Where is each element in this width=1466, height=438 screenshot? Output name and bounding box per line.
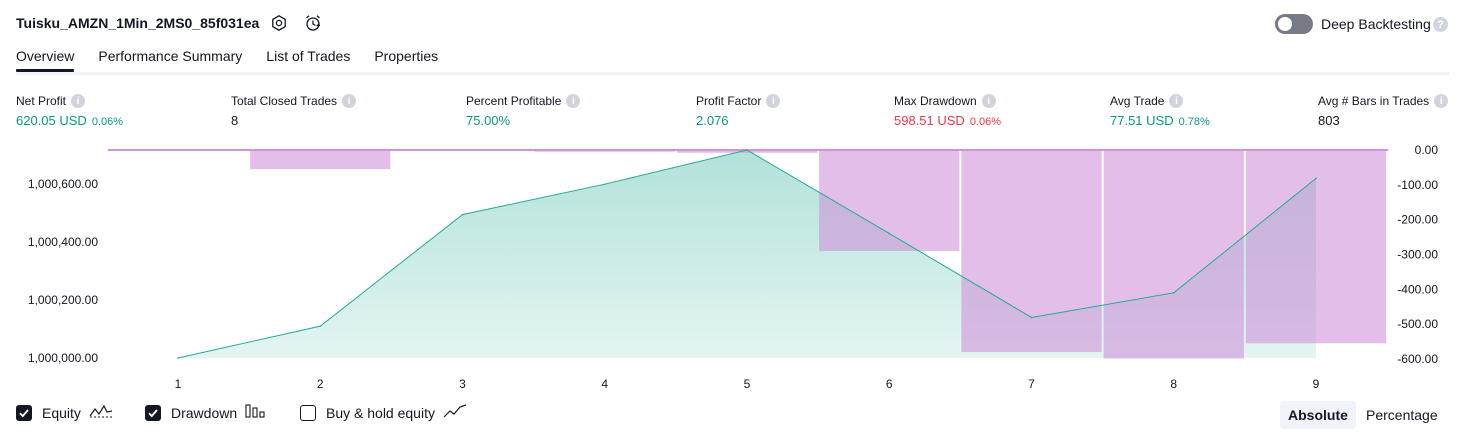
- x-axis-tick-label: 7: [1028, 377, 1035, 391]
- equity-point: [177, 357, 179, 359]
- settings-icon[interactable]: [269, 13, 289, 33]
- info-icon[interactable]: i: [766, 94, 780, 108]
- info-icon[interactable]: i: [71, 94, 85, 108]
- x-axis-tick-label: 9: [1313, 377, 1320, 391]
- metric-value: 75.00%: [466, 113, 510, 128]
- drawdown-label: Drawdown: [171, 405, 237, 421]
- left-axis-tick-label: 1,000,600.00: [28, 177, 98, 191]
- drawdown-bar: [961, 150, 1101, 352]
- drawdown-bar: [250, 150, 390, 169]
- toggle-knob: [1278, 17, 1292, 31]
- deep-backtesting-toggle[interactable]: [1275, 14, 1313, 34]
- legend-equity[interactable]: Equity: [16, 403, 113, 422]
- metric-percent-profitable: Percent Profitable i 75.00%: [466, 94, 580, 128]
- metric-value: 8: [231, 113, 238, 128]
- right-axis-tick-label: -100.00: [1397, 178, 1438, 192]
- drawdown-bar: [535, 150, 675, 152]
- equity-point: [462, 214, 464, 216]
- metric-label: Avg Trade: [1110, 94, 1164, 108]
- metric-percent: 0.06%: [92, 116, 123, 128]
- equity-label: Equity: [42, 405, 81, 421]
- metric-net-profit: Net Profit i 620.05 USD 0.06%: [16, 94, 123, 128]
- info-icon[interactable]: i: [342, 94, 356, 108]
- legend-drawdown[interactable]: Drawdown: [145, 403, 267, 422]
- metric-total-closed-trades: Total Closed Trades i 8: [231, 94, 356, 128]
- right-axis-tick-label: -500.00: [1397, 317, 1438, 331]
- x-axis-tick-label: 2: [317, 377, 324, 391]
- alarm-clock-icon[interactable]: [303, 13, 323, 33]
- tab-divider: [16, 72, 1450, 75]
- metric-value: 620.05 USD: [16, 113, 87, 128]
- info-icon[interactable]: i: [566, 94, 580, 108]
- right-axis-tick-label: 0.00: [1415, 143, 1439, 157]
- metric-label: Max Drawdown: [894, 94, 977, 108]
- chart-canvas: 1,000,000.00 1,000,200.00 1,000,400.00 1,00…: [0, 140, 1466, 395]
- left-axis-tick-label: 1,000,000.00: [28, 351, 98, 365]
- metric-label: Profit Factor: [696, 94, 761, 108]
- info-icon[interactable]: i: [1434, 94, 1448, 108]
- right-axis-tick-label: -400.00: [1397, 282, 1438, 296]
- metric-value: 598.51 USD: [894, 113, 965, 128]
- equity-point: [604, 183, 606, 185]
- drawdown-checkbox[interactable]: [145, 405, 161, 421]
- metric-label: Total Closed Trades: [231, 94, 337, 108]
- metric-value: 77.51 USD: [1110, 113, 1174, 128]
- left-axis-tick-label: 1,000,400.00: [28, 235, 98, 249]
- equity-point: [1031, 317, 1033, 319]
- drawdown-bar: [819, 150, 959, 251]
- metric-value: 2.076: [696, 113, 729, 128]
- metric-value: 803: [1318, 113, 1340, 128]
- metric-label: Net Profit: [16, 94, 66, 108]
- buy-hold-line-icon: [443, 403, 467, 422]
- x-axis-tick-label: 6: [886, 377, 893, 391]
- right-axis-tick-label: -200.00: [1397, 213, 1438, 227]
- metric-label: Avg # Bars in Trades: [1318, 94, 1429, 108]
- equity-point: [1173, 292, 1175, 294]
- equity-point: [1315, 178, 1317, 180]
- metric-label: Percent Profitable: [466, 94, 561, 108]
- drawdown-bar: [1104, 150, 1244, 358]
- equity-chart: 1,000,000.00 1,000,200.00 1,000,400.00 1,00…: [0, 140, 1466, 395]
- metric-percent: 0.06%: [970, 116, 1001, 128]
- drawdown-bars-icon: [245, 403, 267, 422]
- legend-buy-hold[interactable]: Buy & hold equity: [300, 403, 467, 422]
- strategy-title: Tuisku_AMZN_1Min_2MS0_85f031ea: [16, 15, 259, 31]
- x-axis-tick-label: 8: [1170, 377, 1177, 391]
- left-axis-tick-label: 1,000,200.00: [28, 293, 98, 307]
- metric-profit-factor: Profit Factor i 2.076: [696, 94, 780, 128]
- right-axis-tick-label: -300.00: [1397, 248, 1438, 262]
- equity-point: [319, 325, 321, 327]
- right-axis-tick-label: -600.00: [1397, 352, 1438, 366]
- equity-point: [746, 149, 748, 151]
- info-icon[interactable]: i: [982, 94, 996, 108]
- info-icon[interactable]: i: [1169, 94, 1183, 108]
- metric-avg-bars-in-trades: Avg # Bars in Trades i 803: [1318, 94, 1448, 128]
- x-axis-tick-label: 4: [601, 377, 608, 391]
- x-axis-tick-label: 1: [175, 377, 182, 391]
- buy-hold-checkbox[interactable]: [300, 405, 316, 421]
- x-axis-tick-label: 3: [459, 377, 466, 391]
- deep-backtesting-label: Deep Backtesting: [1321, 16, 1431, 32]
- x-axis-tick-label: 5: [744, 377, 751, 391]
- equity-checkbox[interactable]: [16, 405, 32, 421]
- drawdown-bar: [108, 150, 248, 151]
- equity-line-icon: [89, 403, 113, 422]
- buy-hold-label: Buy & hold equity: [326, 405, 435, 421]
- equity-point: [888, 233, 890, 235]
- absolute-button[interactable]: Absolute: [1280, 401, 1356, 429]
- metric-max-drawdown: Max Drawdown i 598.51 USD 0.06%: [894, 94, 1001, 128]
- metric-percent: 0.78%: [1179, 116, 1210, 128]
- help-icon[interactable]: ?: [1433, 17, 1448, 32]
- percentage-button[interactable]: Percentage: [1358, 401, 1446, 429]
- metric-avg-trade: Avg Trade i 77.51 USD 0.78%: [1110, 94, 1210, 128]
- drawdown-bar: [392, 150, 532, 151]
